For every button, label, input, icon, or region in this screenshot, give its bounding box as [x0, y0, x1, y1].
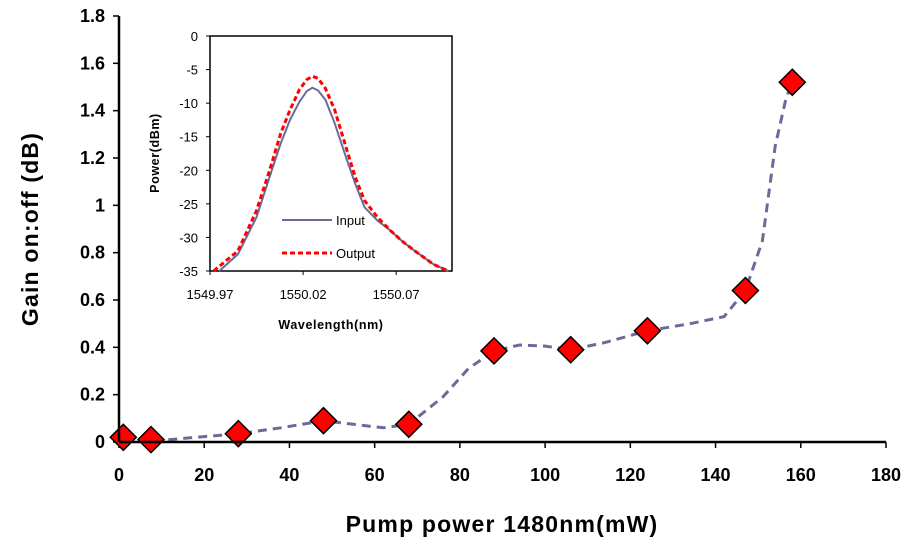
main-x-tick-label: 100: [530, 465, 560, 485]
inset-y-tick-label: -30: [179, 230, 198, 245]
inset-chart-layer: 0 -5 -10 -15 -20 -25 -30 -35 1549.97 1550.02 1550.…: [179, 29, 449, 302]
data-point-diamond: [556, 335, 585, 364]
main-y-tick-label: 0.4: [80, 337, 105, 357]
main-y-tick-label: 1.8: [80, 6, 105, 26]
main-x-tick-label: 40: [279, 465, 299, 485]
inset-series-output-line: [212, 74, 449, 273]
data-point-diamond: [394, 410, 423, 439]
inset-y-tick-label: -25: [179, 197, 198, 212]
data-point-diamond: [633, 316, 662, 345]
data-point-diamond: [109, 423, 138, 452]
main-x-tick-label: 120: [615, 465, 645, 485]
inset-x-axis-title: Wavelength(nm): [278, 318, 383, 332]
legend-input-label: Input: [336, 213, 365, 228]
main-y-tick-label: 1.2: [80, 148, 105, 168]
inset-y-axis-title: Power(dBm): [148, 113, 162, 193]
inset-y-tick-label: -15: [179, 130, 198, 145]
main-x-axis-title: Pump power 1480nm(mW): [346, 511, 659, 537]
data-point-diamond: [136, 425, 166, 454]
main-y-tick-label: 0.2: [80, 385, 105, 405]
inset-x-tick-label: 1549.97: [187, 287, 234, 302]
main-y-tick-label: 1: [95, 195, 105, 215]
inset-y-tick-label: -10: [179, 96, 198, 111]
main-y-tick-label: 1.6: [80, 53, 105, 73]
main-x-tick-label: 80: [450, 465, 470, 485]
main-y-tick-label: 0.8: [80, 243, 105, 263]
data-point-diamond: [224, 419, 253, 448]
main-y-tick-label: 0.6: [80, 290, 105, 310]
inset-x-tick-label: 1550.02: [280, 287, 327, 302]
inset-legend: Input Output: [282, 213, 375, 261]
data-point-diamond: [778, 68, 807, 97]
main-x-tick-label: 0: [114, 465, 124, 485]
main-y-tick-label: 1.4: [80, 101, 105, 121]
legend-output-label: Output: [336, 246, 375, 261]
data-point-diamond: [309, 406, 338, 435]
inset-y-tick-label: -20: [179, 163, 198, 178]
data-point-diamond: [479, 336, 509, 365]
inset-y-tick-label: -5: [186, 63, 198, 78]
inset-x-tick-label: 1550.07: [373, 287, 420, 302]
data-point-diamond: [731, 276, 760, 305]
main-x-tick-label: 160: [786, 465, 816, 485]
main-y-axis-title: Gain on:off (dB): [17, 132, 43, 326]
inset-y-tick-label: -35: [179, 264, 198, 279]
main-y-tick-label: 0: [95, 432, 105, 452]
main-x-tick-label: 180: [871, 465, 901, 485]
main-x-tick-label: 60: [365, 465, 385, 485]
inset-plot-frame: [209, 35, 453, 272]
inset-y-tick-label: 0: [191, 29, 198, 44]
main-x-tick-label: 140: [701, 465, 731, 485]
main-chart-layer: 0 20 40 60 80 100 120 140 160 180 0 0.2 0.4 0.6 0.8 1 1.…: [80, 6, 901, 485]
main-x-tick-label: 20: [194, 465, 214, 485]
